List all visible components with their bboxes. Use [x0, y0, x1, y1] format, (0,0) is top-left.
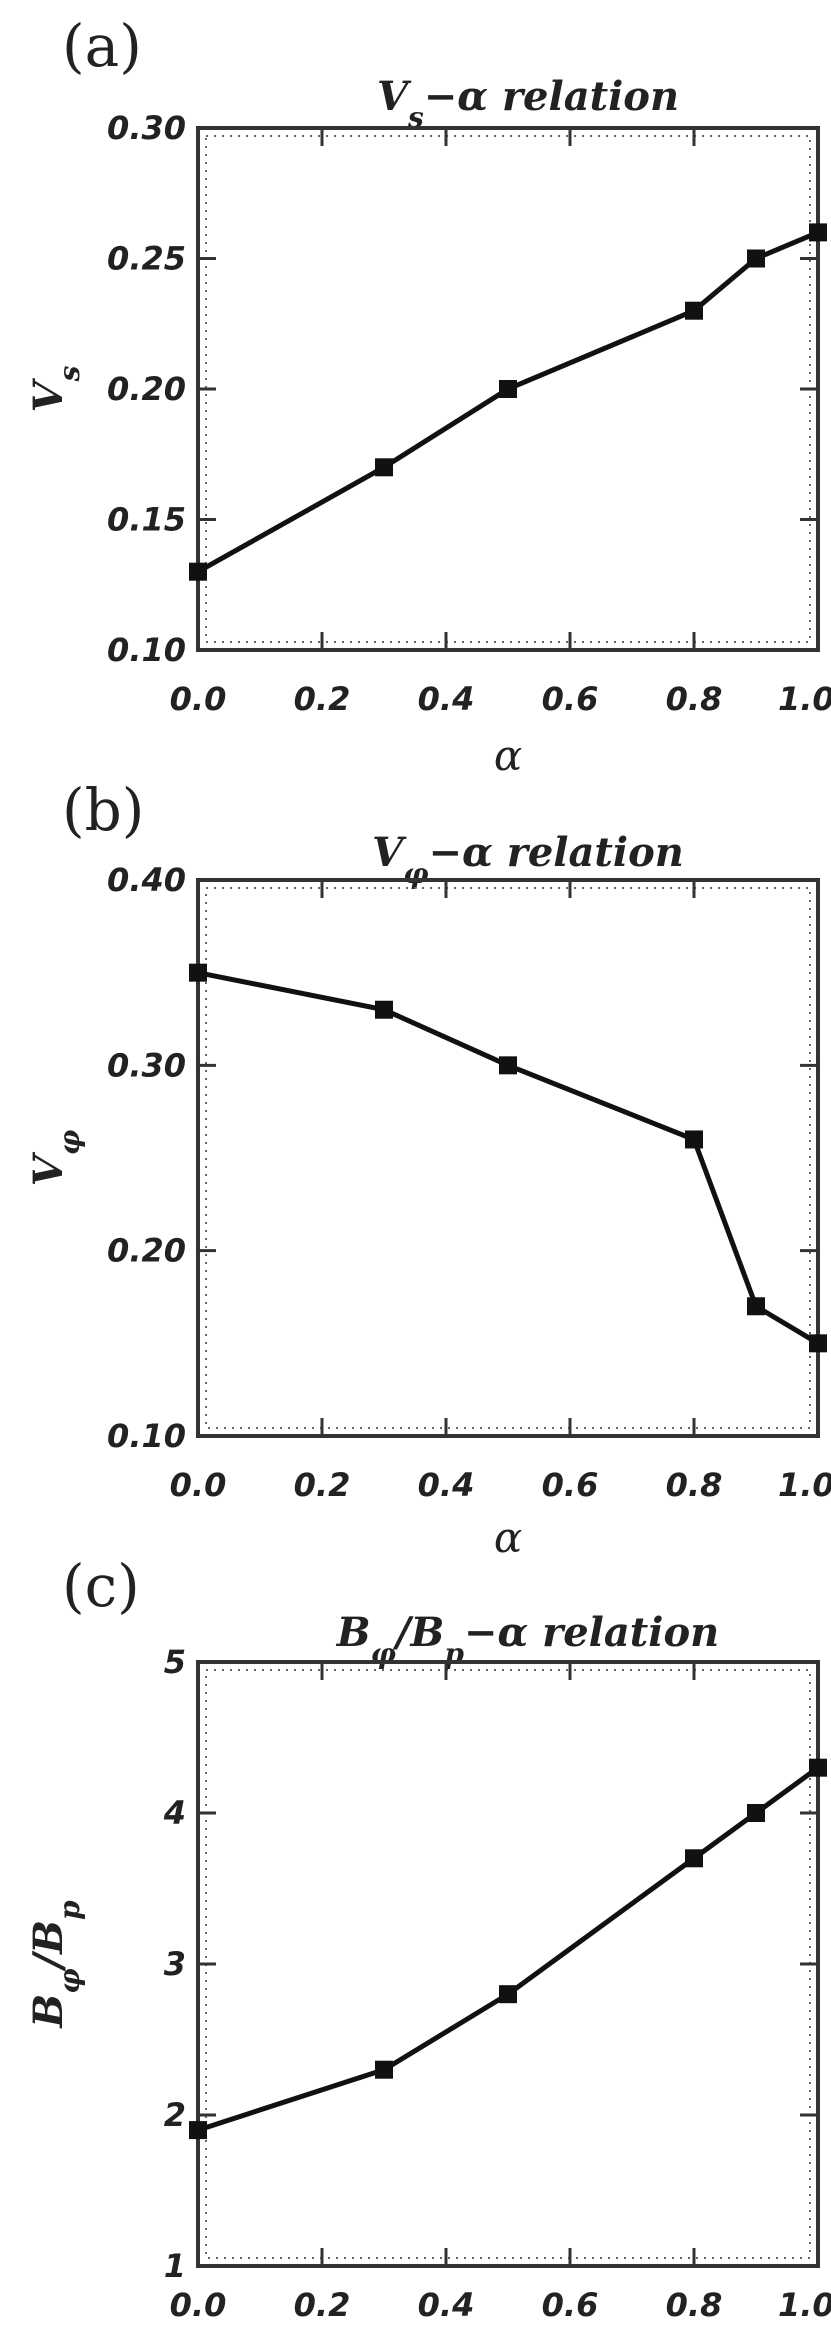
x-tick-label: 0.4	[418, 2286, 475, 2324]
data-point	[499, 380, 517, 398]
data-point	[809, 223, 827, 242]
y-tick-label: 4	[163, 1794, 186, 1832]
y-tick-label: 2	[164, 2096, 186, 2134]
data-point	[189, 963, 207, 982]
x-axis-label: α	[494, 2321, 522, 2332]
series-line	[197, 1765, 820, 2133]
x-tick-label: 0.6	[542, 680, 599, 718]
y-tick-label: 0.25	[107, 240, 186, 278]
y-tick-label: 0.20	[107, 370, 186, 408]
plot-frame	[196, 878, 820, 1438]
x-tick-label: 0.2	[294, 1466, 351, 1504]
chart-title: Bφ/Bp−α relation	[336, 1609, 719, 1670]
data-point	[809, 1758, 827, 1777]
data-point	[747, 1297, 765, 1316]
series-line	[196, 230, 819, 574]
panel-label: (b)	[62, 776, 144, 844]
x-tick-label: 0.6	[542, 2286, 599, 2324]
data-point	[375, 2060, 393, 2079]
y-tick-label: 0.30	[107, 1046, 186, 1084]
x-tick-label: 0.4	[418, 1466, 475, 1504]
x-tick-label: 0.4	[418, 680, 475, 718]
y-tick-label: 0.20	[107, 1232, 186, 1270]
chart-title: Vφ−α relation	[372, 829, 684, 890]
y-tick-label: 5	[164, 1643, 186, 1681]
y-axis-label: Vφ	[25, 1129, 86, 1186]
y-tick-label: 0.15	[107, 501, 186, 539]
data-point	[685, 1849, 703, 1868]
data-point	[375, 1000, 393, 1019]
x-tick-label: 0.2	[294, 2286, 351, 2324]
y-tick-label: 0.10	[107, 631, 186, 669]
y-axis-label: Bφ/Bp	[25, 1900, 86, 2029]
y-axis-label: Vs	[25, 365, 86, 412]
chart-panel-c: (c) Bφ/Bp−α relation 0.0 0.2 0.4 0.6 0.8 1.0 1 2 3…	[25, 1552, 831, 2332]
chart-panel-a: (a) Vs−α relation 0.0 0.2 0.4 0.6 0.8 1.0 0.10 0.…	[25, 12, 831, 780]
x-tick-label: 0.8	[666, 2286, 723, 2324]
x-tick-label: 1.0	[778, 1466, 831, 1504]
x-tick-label: 0.8	[666, 680, 723, 718]
chart-panel-b: (b) Vφ−α relation 0.0 0.2 0.4 0.6 0.8 1.0 0.10 0.…	[25, 776, 831, 1562]
x-axis-label: α	[494, 731, 522, 780]
y-tick-label: 0.40	[107, 861, 186, 899]
data-point	[747, 1804, 765, 1822]
y-tick-label: 0.30	[107, 109, 186, 147]
data-point	[375, 458, 393, 477]
plot-inner-border	[205, 1669, 811, 2259]
y-tick-label: 0.10	[107, 1417, 186, 1455]
data-point	[685, 1130, 703, 1149]
series-line	[197, 970, 820, 1346]
y-tick-label: 3	[164, 1945, 186, 1983]
x-tick-label: 0.2	[294, 680, 351, 718]
x-tick-label: 1.0	[778, 680, 831, 718]
x-tick-label: 0.0	[170, 680, 227, 718]
panel-label: (c)	[62, 1552, 140, 1620]
data-point	[499, 1056, 517, 1075]
y-tick-label: 1	[164, 2247, 186, 2285]
data-point	[189, 562, 207, 581]
x-tick-label: 0.0	[170, 1466, 227, 1504]
x-tick-label: 1.0	[778, 2286, 831, 2324]
x-tick-label: 0.0	[170, 2286, 227, 2324]
x-tick-label: 0.6	[542, 1466, 599, 1504]
x-tick-label: 0.8	[666, 1466, 723, 1504]
data-point	[809, 1334, 827, 1353]
x-axis-label: α	[494, 1513, 522, 1562]
data-point	[499, 1985, 517, 2004]
data-point	[747, 249, 765, 268]
data-point	[685, 301, 703, 320]
panel-label: (a)	[62, 12, 142, 80]
plot-frame	[196, 1660, 820, 2268]
chart-title: Vs−α relation	[377, 73, 679, 134]
data-point	[189, 2121, 207, 2140]
plot-inner-border	[205, 887, 811, 1429]
